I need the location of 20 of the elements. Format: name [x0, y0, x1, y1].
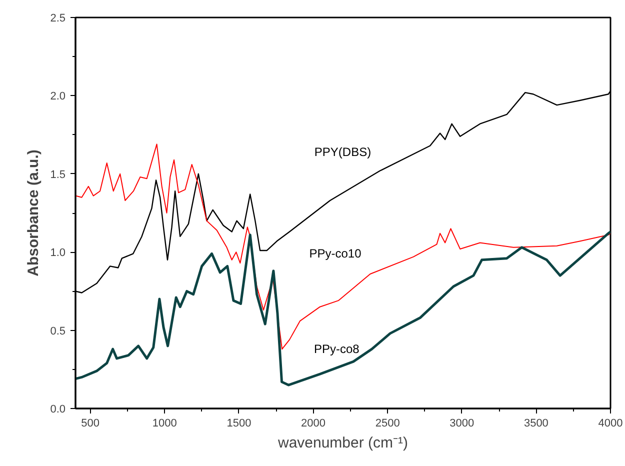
y-tick-label: 1.5: [50, 168, 66, 181]
series-label: PPy-co8: [314, 342, 360, 356]
x-tick-label: 1500: [226, 418, 252, 430]
x-tick-label: 1000: [152, 418, 177, 430]
x-axis-title: wavenumber (cm⁻¹): [276, 434, 408, 452]
y-tick-label: 0.5: [50, 325, 66, 338]
x-tick-label: 3000: [450, 418, 474, 430]
x-tick-label: 2000: [301, 418, 326, 430]
y-axis-title: Absorbance (a.u.): [25, 150, 42, 276]
line-series: [76, 230, 610, 386]
x-tick-label: 500: [81, 418, 100, 430]
series-label: PPY(DBS): [314, 145, 372, 160]
x-tick-label: 3500: [524, 418, 548, 430]
x-tick-label: 2500: [375, 418, 400, 430]
x-tick-label: 4000: [598, 418, 623, 430]
y-tick-label: 1.0: [50, 247, 66, 260]
y-tick-label: 2.0: [50, 90, 66, 103]
series-label: PPy-co10: [309, 246, 362, 261]
y-tick-label: 0.0: [50, 404, 66, 416]
y-tick-label: 2.5: [50, 12, 66, 24]
